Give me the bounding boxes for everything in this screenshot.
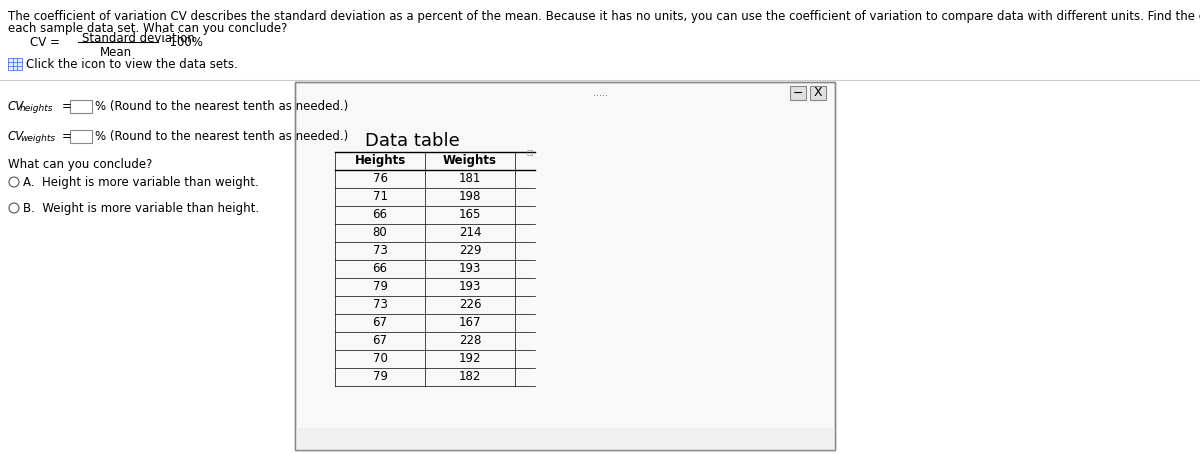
- FancyBboxPatch shape: [790, 86, 806, 100]
- Text: · 100%: · 100%: [162, 36, 203, 49]
- Text: heights: heights: [20, 104, 54, 113]
- Text: 67: 67: [372, 334, 388, 347]
- Text: 193: 193: [458, 280, 481, 293]
- Text: 167: 167: [458, 316, 481, 329]
- Text: Mean: Mean: [100, 46, 132, 59]
- Text: Heights: Heights: [354, 154, 406, 167]
- Text: Data table: Data table: [365, 132, 460, 150]
- Text: 165: 165: [458, 208, 481, 221]
- Text: 67: 67: [372, 316, 388, 329]
- Text: weights: weights: [20, 134, 55, 143]
- Text: 214: 214: [458, 226, 481, 239]
- Text: 182: 182: [458, 370, 481, 383]
- Text: The coefficient of variation CV describes the standard deviation as a percent of: The coefficient of variation CV describe…: [8, 10, 1200, 23]
- Text: % (Round to the nearest tenth as needed.): % (Round to the nearest tenth as needed.…: [95, 130, 348, 143]
- Text: 79: 79: [372, 280, 388, 293]
- Text: 181: 181: [458, 172, 481, 185]
- Text: Click the icon to view the data sets.: Click the icon to view the data sets.: [26, 58, 238, 71]
- Text: =: =: [62, 130, 72, 143]
- Text: 193: 193: [458, 262, 481, 275]
- Text: −: −: [793, 87, 803, 99]
- Text: X: X: [814, 87, 822, 99]
- Text: 228: 228: [458, 334, 481, 347]
- Text: 80: 80: [373, 226, 388, 239]
- Text: 73: 73: [372, 298, 388, 311]
- Text: CV: CV: [8, 100, 24, 113]
- Text: each sample data set. What can you conclude?: each sample data set. What can you concl…: [8, 22, 287, 35]
- Text: 192: 192: [458, 352, 481, 365]
- Text: B.  Weight is more variable than height.: B. Weight is more variable than height.: [23, 202, 259, 215]
- Text: 229: 229: [458, 244, 481, 257]
- FancyBboxPatch shape: [8, 58, 22, 70]
- Text: 198: 198: [458, 190, 481, 203]
- Text: % (Round to the nearest tenth as needed.): % (Round to the nearest tenth as needed.…: [95, 100, 348, 113]
- Text: 79: 79: [372, 370, 388, 383]
- Text: □: □: [527, 150, 533, 156]
- Text: CV: CV: [8, 130, 24, 143]
- Text: 73: 73: [372, 244, 388, 257]
- Text: What can you conclude?: What can you conclude?: [8, 158, 152, 171]
- Text: 70: 70: [372, 352, 388, 365]
- FancyBboxPatch shape: [295, 428, 835, 450]
- Text: 66: 66: [372, 262, 388, 275]
- Text: 71: 71: [372, 190, 388, 203]
- Text: Standard deviation: Standard deviation: [82, 32, 194, 45]
- Text: CV =: CV =: [30, 36, 60, 49]
- FancyBboxPatch shape: [810, 86, 826, 100]
- Text: 66: 66: [372, 208, 388, 221]
- FancyBboxPatch shape: [70, 130, 92, 143]
- Text: 76: 76: [372, 172, 388, 185]
- Text: =: =: [62, 100, 72, 113]
- Text: 226: 226: [458, 298, 481, 311]
- Text: Weights: Weights: [443, 154, 497, 167]
- FancyBboxPatch shape: [295, 82, 835, 450]
- Text: A.  Height is more variable than weight.: A. Height is more variable than weight.: [23, 176, 259, 189]
- Text: .....: .....: [593, 88, 607, 98]
- FancyBboxPatch shape: [70, 100, 92, 113]
